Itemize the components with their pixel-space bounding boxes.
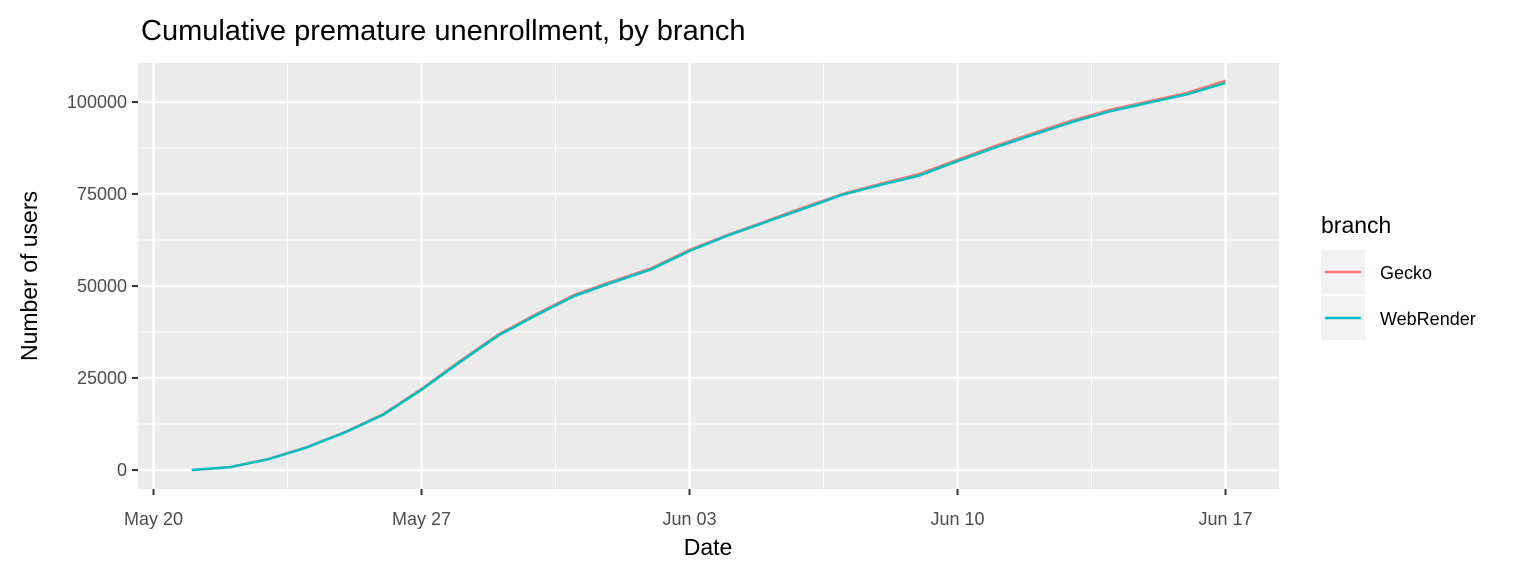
series-line-webrender [191,81,1226,472]
x-axis-title: Date [684,534,733,560]
y-axis-title: Number of users [16,191,42,361]
chart-title: Cumulative premature unenrollment, by br… [141,15,745,47]
minor-gridlines [138,63,1279,489]
x-tick-label: Jun 03 [662,509,716,529]
x-tick-label: Jun 17 [1198,509,1252,529]
x-tick-label: May 27 [392,509,451,529]
series-lines [191,79,1226,472]
plot-panel [138,63,1279,489]
y-tick-label: 50000 [77,276,127,296]
legend-label-gecko: Gecko [1380,263,1432,283]
legend-title: branch [1321,212,1391,238]
legend: branch Gecko WebRender [1321,212,1476,340]
y-tick-label: 100000 [67,92,127,112]
major-gridlines [138,63,1279,489]
y-tick-label: 25000 [77,368,127,388]
x-tick-label: May 20 [124,509,183,529]
legend-label-webrender: WebRender [1380,309,1476,329]
y-tick-label: 0 [117,460,127,480]
axis-ticks: May 20 May 27 Jun 03 Jun 10 Jun 17 0 25000 5000… [67,92,1253,529]
x-tick-label: Jun 10 [930,509,984,529]
y-tick-label: 75000 [77,184,127,204]
